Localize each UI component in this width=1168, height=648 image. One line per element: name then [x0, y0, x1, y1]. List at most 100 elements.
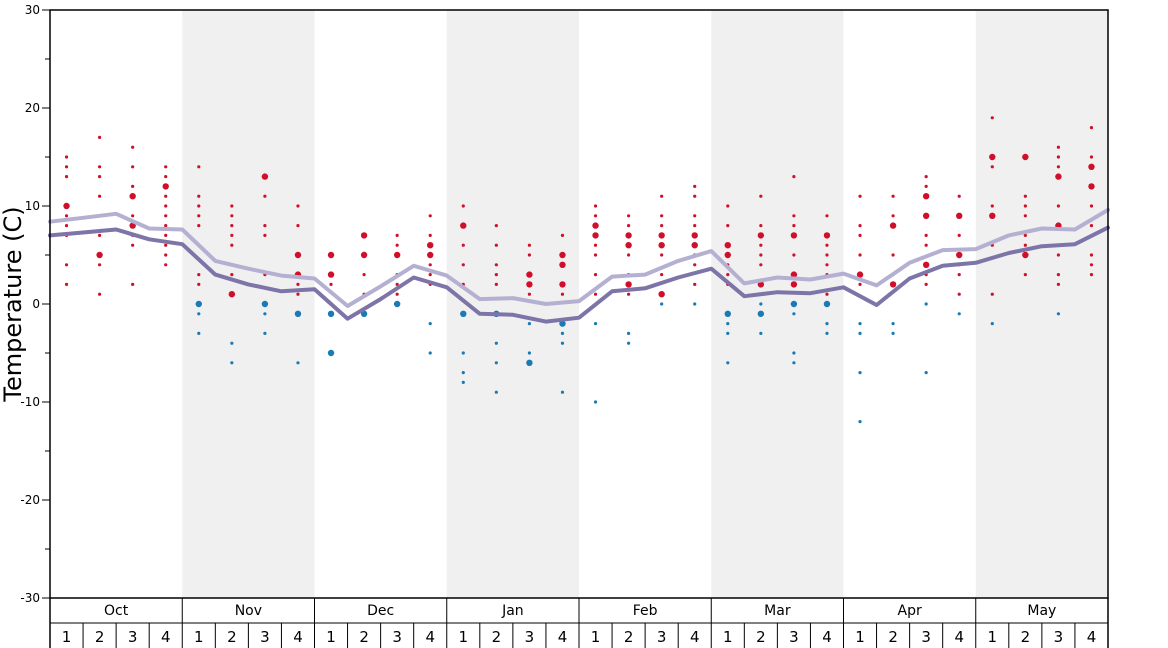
- warm-point: [1089, 273, 1094, 277]
- week-label: 2: [624, 628, 634, 646]
- week-label: 4: [161, 628, 171, 646]
- warm-point: [97, 233, 102, 237]
- warm-point: [97, 135, 102, 139]
- week-label: 4: [558, 628, 568, 646]
- warm-point: [395, 243, 399, 247]
- warm-point: [891, 194, 895, 198]
- warm-point: [790, 232, 798, 239]
- warm-point: [1088, 183, 1095, 190]
- warm-point: [96, 251, 103, 259]
- warm-point: [625, 242, 632, 249]
- series-lines: [48, 207, 1110, 324]
- warm-point: [924, 243, 928, 247]
- cold-point: [626, 341, 631, 345]
- warm-point: [97, 194, 102, 198]
- warm-point: [593, 253, 598, 257]
- warm-point: [625, 232, 632, 239]
- cold-point: [792, 361, 796, 365]
- warm-point: [858, 194, 862, 198]
- week-label: 1: [62, 628, 72, 646]
- week-label: 2: [888, 628, 898, 646]
- warm-point: [131, 184, 135, 188]
- warm-point: [792, 175, 796, 179]
- cold-point: [494, 341, 498, 345]
- warm-point: [230, 243, 234, 247]
- week-label: 3: [392, 628, 402, 646]
- cold-point: [924, 371, 928, 375]
- warm-point: [626, 214, 631, 218]
- week-label: 4: [822, 628, 832, 646]
- warm-point: [228, 291, 236, 298]
- warm-point: [1056, 165, 1061, 169]
- warm-point: [263, 233, 267, 237]
- warm-point: [427, 242, 434, 249]
- week-label: 4: [954, 628, 964, 646]
- cold-point: [593, 322, 598, 326]
- warm-point: [957, 194, 961, 198]
- cold-point: [527, 351, 532, 355]
- warm-point: [1089, 126, 1094, 130]
- cold-point: [428, 322, 432, 326]
- warm-point: [494, 224, 498, 228]
- warm-point: [1023, 233, 1027, 237]
- cold-point: [327, 310, 335, 317]
- cold-point: [891, 331, 895, 335]
- y-tick-label: -30: [20, 591, 40, 605]
- warm-point: [327, 271, 335, 278]
- warm-point: [461, 204, 465, 208]
- warm-point: [1056, 253, 1061, 257]
- warm-point: [790, 271, 798, 278]
- warm-point: [759, 253, 763, 257]
- warm-point: [230, 233, 234, 237]
- warm-point: [428, 273, 432, 277]
- cold-point: [858, 322, 862, 326]
- week-label: 1: [459, 628, 469, 646]
- warm-point: [858, 253, 862, 257]
- warm-point: [660, 214, 664, 218]
- warm-point: [164, 165, 168, 169]
- warm-point: [230, 273, 234, 277]
- warm-point: [197, 165, 201, 169]
- warm-point: [922, 261, 930, 268]
- warm-point: [790, 281, 798, 288]
- week-label: 3: [1054, 628, 1064, 646]
- cold-point: [757, 310, 765, 317]
- week-label: 4: [1087, 628, 1097, 646]
- warm-point: [724, 242, 731, 249]
- cold-point: [559, 320, 566, 327]
- warm-point: [296, 224, 300, 228]
- cold-point: [726, 331, 730, 335]
- warm-point: [1022, 251, 1029, 259]
- warm-point: [823, 232, 831, 239]
- month-band: [975, 10, 1108, 598]
- warm-point: [197, 204, 201, 208]
- week-label: 1: [723, 628, 733, 646]
- cold-point: [263, 312, 267, 316]
- warm-point: [526, 281, 533, 288]
- warm-point: [1089, 155, 1094, 159]
- warm-point: [592, 222, 599, 229]
- cold-point: [891, 322, 895, 326]
- week-label: 4: [690, 628, 700, 646]
- y-tick-label: -20: [20, 493, 40, 507]
- cold-point: [792, 351, 796, 355]
- y-tick-label: 0: [32, 297, 40, 311]
- warm-point: [660, 224, 664, 228]
- warm-point: [559, 251, 566, 259]
- warm-point: [164, 214, 168, 218]
- cold-point: [461, 351, 465, 355]
- warm-point: [494, 273, 498, 277]
- warm-point: [97, 165, 102, 169]
- warm-point: [792, 224, 796, 228]
- warm-point: [658, 291, 665, 298]
- cold-point: [263, 331, 267, 335]
- warm-point: [131, 214, 135, 218]
- week-label: 3: [789, 628, 799, 646]
- cold-point: [494, 361, 498, 365]
- week-label: 2: [95, 628, 105, 646]
- warm-point: [956, 212, 963, 219]
- cold-point: [461, 371, 465, 375]
- y-tick-label: 10: [25, 199, 40, 213]
- warm-point: [891, 253, 895, 257]
- cold-point: [460, 310, 467, 317]
